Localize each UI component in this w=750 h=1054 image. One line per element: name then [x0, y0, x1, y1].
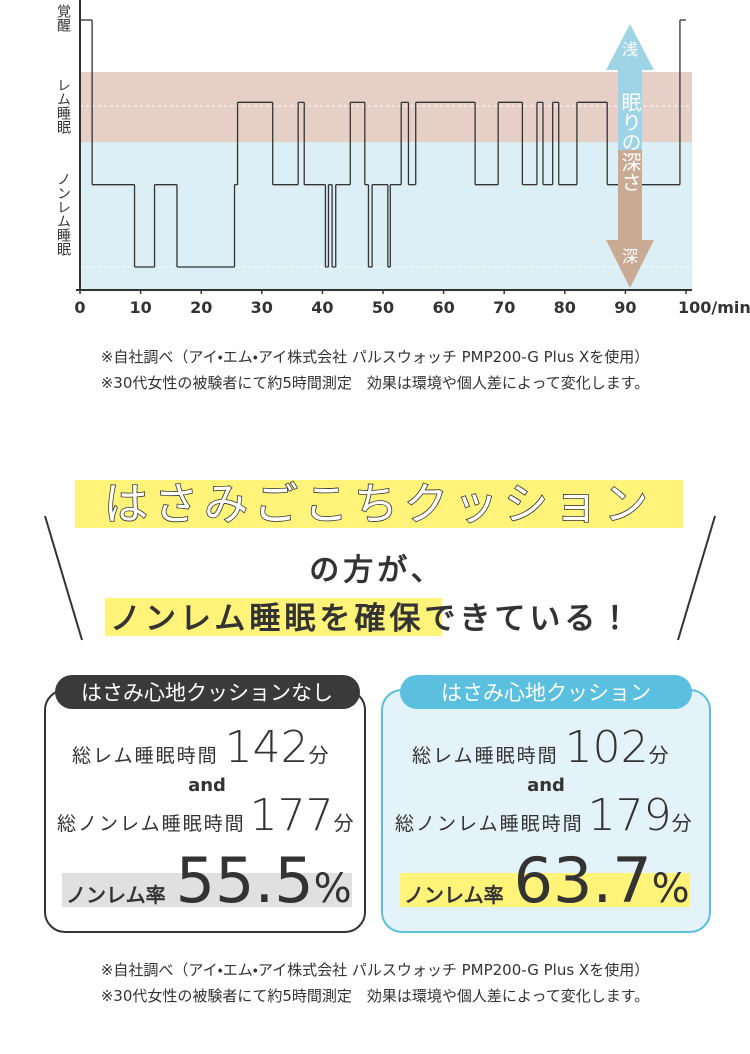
- unit: 分: [309, 743, 329, 767]
- ratio-value: 63.7: [514, 844, 652, 917]
- unit: 分: [672, 811, 692, 835]
- x-tick-label: 60: [432, 298, 454, 317]
- x-tick-label: 100/min: [678, 298, 750, 317]
- x-tick-label: 30: [251, 298, 273, 317]
- headline-highlight: ノンレム睡眠を確保: [110, 601, 424, 637]
- row: 総レム睡眠時間 102分: [412, 722, 669, 773]
- card-pill: [55, 675, 360, 709]
- unit: %: [652, 866, 690, 912]
- headline-product: はさみごこちクッション: [104, 479, 654, 530]
- arrow-label: 深: [622, 247, 638, 266]
- y-label: レム睡眠: [55, 78, 71, 134]
- x-tick-label: 0: [74, 298, 85, 317]
- nonrem-band: [80, 142, 692, 290]
- row: ノンレム率 55.5%: [66, 844, 352, 917]
- rem-label: 総レム睡眠時間: [412, 745, 559, 767]
- rem-value: 142: [225, 722, 309, 773]
- x-tick-label: 40: [311, 298, 333, 317]
- highlight: [75, 480, 683, 528]
- y-label: ノンレム睡眠: [55, 172, 71, 256]
- y-label: 覚醒: [55, 4, 71, 32]
- nonrem-label: 総ノンレム睡眠時間: [57, 813, 246, 835]
- and: and: [188, 775, 226, 796]
- x-tick-label: 20: [190, 298, 212, 317]
- ratio-label: ノンレム率: [404, 883, 504, 907]
- headline-line: ノンレム睡眠を確保できている！: [110, 601, 634, 637]
- highlight: [400, 873, 690, 907]
- card-label: はさみ心地クッション: [441, 681, 651, 705]
- note: ※自社調べ（アイ・エム・アイ株式会社 パルスウォッチ PMP200-G Plus…: [101, 348, 649, 366]
- arrow-label: 浅: [622, 40, 638, 59]
- row: 総レム睡眠時間 142分: [72, 722, 329, 773]
- rem-band: [80, 72, 692, 142]
- rem-value: 102: [565, 722, 649, 773]
- unit: 分: [649, 743, 669, 767]
- x-tick-label: 80: [554, 298, 576, 317]
- and: and: [527, 775, 565, 796]
- row: 総ノンレム睡眠時間179分: [395, 790, 692, 841]
- headline-rest: できている！: [424, 601, 634, 637]
- arrow-label: 眠りの深さ: [618, 92, 642, 192]
- ratio-label: ノンレム率: [66, 883, 166, 907]
- x-tick-label: 70: [493, 298, 515, 317]
- x-tick-label: 90: [614, 298, 636, 317]
- rem-label: 総レム睡眠時間: [72, 745, 219, 767]
- card-label: はさみ心地クッションなし: [81, 681, 333, 705]
- row: ノンレム率 63.7%: [404, 844, 690, 917]
- note: ※30代女性の被験者にて約5時間測定 効果は環境や個人差によって変化します。: [101, 374, 650, 392]
- card-pill: [400, 675, 692, 709]
- deco-line: [677, 515, 716, 641]
- ratio-value: 55.5: [176, 844, 314, 917]
- note: ※30代女性の被験者にて約5時間測定 効果は環境や個人差によって変化します。: [101, 987, 650, 1005]
- x-tick-label: 50: [372, 298, 394, 317]
- highlight: [105, 598, 442, 636]
- deco-line: [44, 515, 83, 641]
- headline-line: の方が、: [309, 553, 444, 588]
- depth-arrow: 浅 眠りの深さ 深: [606, 24, 654, 288]
- highlight: [62, 873, 352, 907]
- unit: 分: [334, 811, 354, 835]
- note: ※自社調べ（アイ・エム・アイ株式会社 パルスウォッチ PMP200-G Plus…: [101, 961, 649, 979]
- nonrem-value: 177: [250, 790, 334, 841]
- hypnogram: [80, 19, 686, 268]
- nonrem-value: 179: [588, 790, 672, 841]
- row: 総ノンレム睡眠時間177分: [57, 790, 354, 841]
- x-tick-label: 10: [129, 298, 151, 317]
- unit: %: [314, 866, 352, 912]
- nonrem-label: 総ノンレム睡眠時間: [395, 813, 584, 835]
